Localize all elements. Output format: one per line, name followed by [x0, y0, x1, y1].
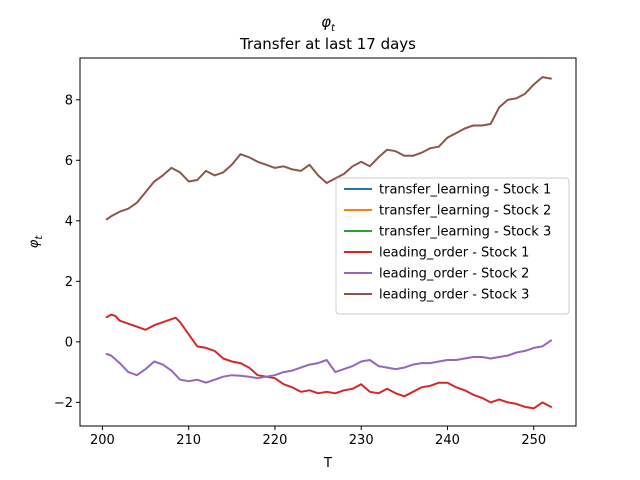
y-axis-ticks: −2 0 2 4 6 8 — [54, 93, 80, 411]
chart-title: φt — [321, 13, 336, 34]
legend-label: transfer_learning - Stock 1 — [379, 183, 551, 198]
legend-box — [335, 177, 570, 315]
x-tick-label: 230 — [349, 433, 374, 448]
y-tick-label: 0 — [65, 335, 73, 350]
legend-label: transfer_learning - Stock 2 — [379, 204, 551, 219]
y-tick-label: 8 — [65, 93, 73, 108]
series-lines — [105, 76, 552, 410]
legend-label: leading_order - Stock 1 — [379, 246, 529, 261]
x-tick-label: 240 — [435, 433, 460, 448]
x-axis-label: T — [323, 456, 332, 471]
x-tick-label: 250 — [521, 433, 546, 448]
series-line-5 — [105, 339, 552, 384]
x-tick-label: 220 — [263, 433, 288, 448]
x-axis-ticks: 200 210 220 230 240 250 — [90, 426, 546, 448]
y-axis-label: φt — [27, 235, 45, 249]
series-line-4 — [105, 313, 552, 410]
legend-label: leading_order - Stock 3 — [379, 288, 529, 303]
x-tick-label: 200 — [90, 433, 115, 448]
y-tick-label: −2 — [54, 396, 73, 411]
chart-subtitle: Transfer at last 17 days — [239, 35, 416, 53]
x-tick-label: 210 — [176, 433, 201, 448]
series-line-6 — [105, 76, 552, 221]
y-tick-label: 4 — [65, 214, 73, 229]
y-tick-label: 2 — [65, 275, 73, 290]
plot-frame — [79, 57, 577, 427]
y-tick-label: 6 — [65, 154, 73, 169]
legend: transfer_learning - Stock 1 transfer_lear… — [335, 177, 570, 315]
titles: φt Transfer at last 17 days — [239, 13, 416, 53]
legend-label: leading_order - Stock 2 — [379, 267, 529, 282]
legend-label: transfer_learning - Stock 3 — [379, 225, 551, 240]
